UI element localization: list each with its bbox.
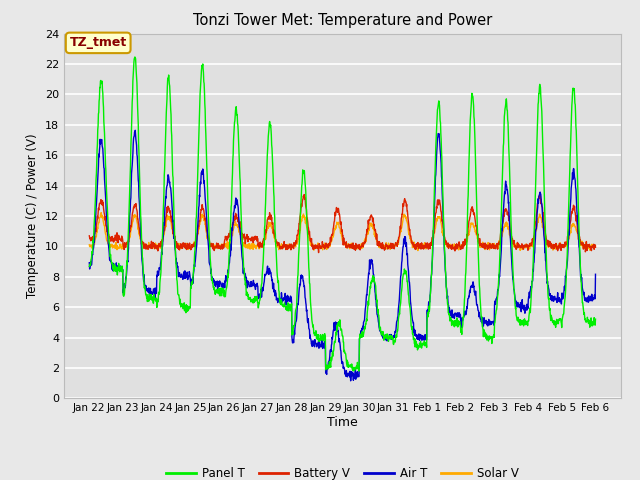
Legend: Panel T, Battery V, Air T, Solar V: Panel T, Battery V, Air T, Solar V [161,463,524,480]
Battery V [145,242,153,248]
Panel T [320,332,328,338]
Line: Battery V: Battery V [90,194,595,252]
Air T [131,127,139,133]
Battery V [125,239,132,244]
Air T [145,292,153,298]
Panel T [374,307,382,312]
Text: TZ_tmet: TZ_tmet [70,36,127,49]
Solar V [301,214,308,220]
Solar V [414,248,422,253]
Air T [374,315,382,321]
Battery V [536,192,544,197]
Panel T [131,54,139,60]
Battery V [300,192,308,197]
Title: Tonzi Tower Met: Temperature and Power: Tonzi Tower Met: Temperature and Power [193,13,492,28]
Solar V [145,242,153,248]
Air T [301,283,308,289]
Battery V [374,238,381,244]
Battery V [310,244,318,250]
Air T [347,378,355,384]
Panel T [311,332,319,338]
Battery V [591,244,599,250]
Panel T [301,168,308,174]
Battery V [86,233,93,239]
Air T [86,260,93,265]
X-axis label: Time: Time [327,416,358,429]
Panel T [355,368,363,374]
Solar V [320,242,328,248]
Solar V [125,239,132,245]
Air T [311,336,319,342]
Y-axis label: Temperature (C) / Power (V): Temperature (C) / Power (V) [26,134,39,298]
Line: Solar V: Solar V [90,213,595,251]
Line: Panel T: Panel T [90,57,595,371]
Battery V [320,245,328,251]
Solar V [374,241,381,247]
Air T [591,271,599,277]
Solar V [86,242,93,248]
Panel T [125,226,132,232]
Panel T [86,264,93,269]
Battery V [315,250,323,255]
Panel T [145,291,153,297]
Solar V [311,243,319,249]
Line: Air T: Air T [90,130,595,381]
Solar V [591,243,599,249]
Panel T [591,316,599,322]
Air T [320,345,328,350]
Air T [125,246,132,252]
Solar V [97,210,105,216]
